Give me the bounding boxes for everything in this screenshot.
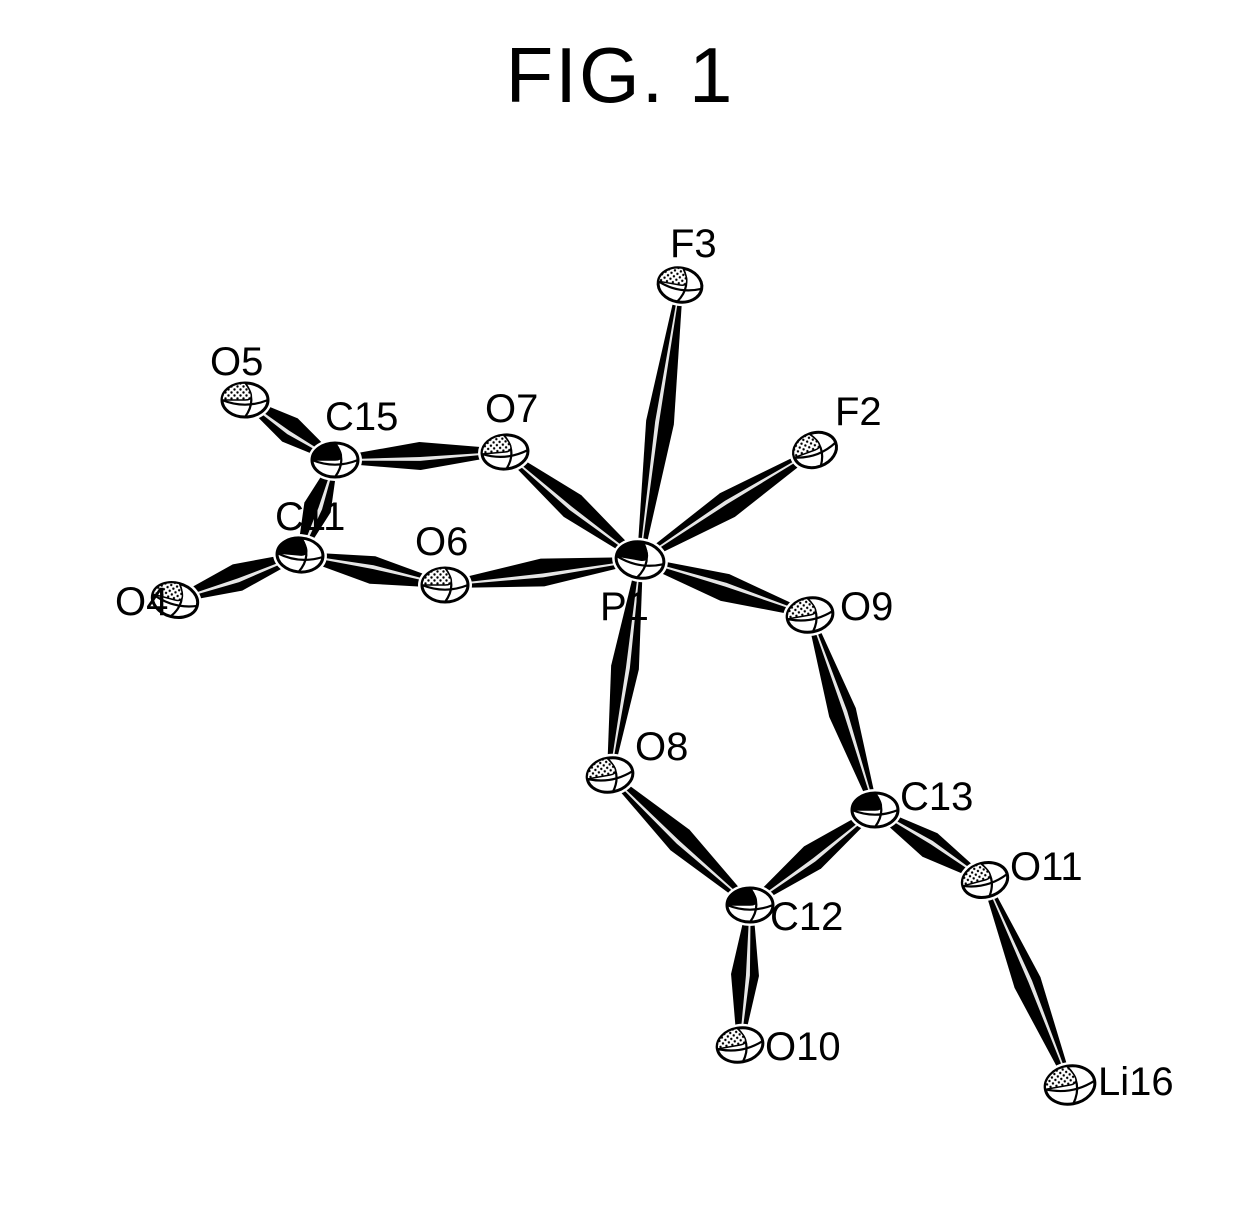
crystal-structure-diagram: P1 F3 F2 O7 O6 O9 O8 C15 C11 O5 O4 C13 C12 O11 O10 Li16 <box>0 0 1240 1222</box>
atom-C13 <box>848 789 902 831</box>
atom-O9 <box>780 590 840 641</box>
atom-label-F3: F3 <box>670 222 717 266</box>
atom-label-O6: O6 <box>415 520 468 564</box>
atom-label-O11: O11 <box>1010 845 1083 889</box>
atom-label-F2: F2 <box>835 390 882 434</box>
atom-label-O4: O4 <box>115 580 168 624</box>
atom-label-O9: O9 <box>840 585 893 629</box>
atom-O5 <box>218 379 272 421</box>
atom-C12 <box>723 884 777 926</box>
bond-O9-C13 <box>794 610 891 816</box>
atom-label-P1: P1 <box>600 585 649 629</box>
atom-label-O8: O8 <box>635 725 688 769</box>
atom-label-Li16: Li16 <box>1098 1060 1174 1104</box>
atom-label-O5: O5 <box>210 340 263 384</box>
atom-label-C11: C11 <box>275 495 345 539</box>
bond-O11-Li16 <box>969 873 1085 1091</box>
bonds-layer <box>169 283 1085 1092</box>
atom-F3 <box>651 260 710 310</box>
atom-Li16 <box>1037 1057 1102 1112</box>
atom-label-C15: C15 <box>325 395 398 439</box>
atom-label-C12: C12 <box>770 895 843 939</box>
atom-label-C13: C13 <box>900 775 973 819</box>
atom-O6 <box>418 564 472 606</box>
atom-label-O10: O10 <box>765 1025 841 1069</box>
atom-O10 <box>710 1020 770 1071</box>
atom-label-O7: O7 <box>485 387 538 431</box>
atom-C15 <box>308 439 362 481</box>
